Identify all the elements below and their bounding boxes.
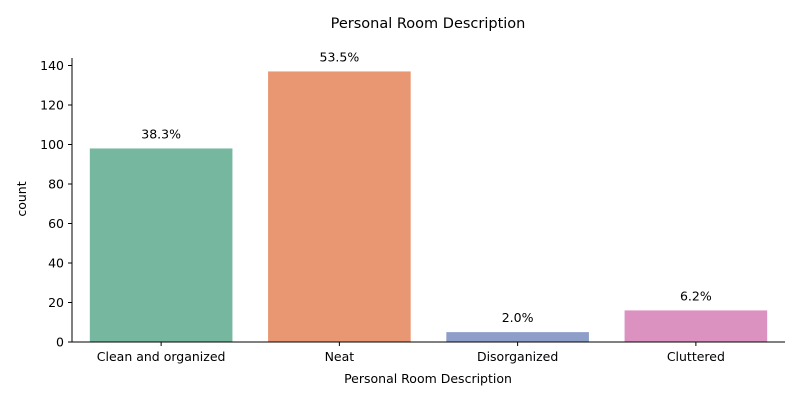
bar-3 xyxy=(624,310,768,342)
y-tick-label-0: 0 xyxy=(56,335,64,350)
x-axis: Clean and organized Neat Disorganized Clutt… xyxy=(72,341,785,364)
x-tick-label-1: Neat xyxy=(325,349,355,364)
data-label-0: 38.3% xyxy=(141,126,181,141)
y-tick-label-2: 40 xyxy=(48,256,64,271)
chart-title: Personal Room Description xyxy=(331,16,526,32)
bars-group xyxy=(89,71,768,343)
x-axis-label: Personal Room Description xyxy=(344,371,512,386)
data-label-1: 53.5% xyxy=(320,49,360,64)
y-tick-label-7: 140 xyxy=(40,58,64,73)
bar-1 xyxy=(268,71,411,343)
y-tick-label-3: 60 xyxy=(48,216,64,231)
x-tick-label-2: Disorganized xyxy=(477,349,558,364)
y-tick-label-4: 80 xyxy=(48,177,64,192)
y-tick-label-1: 20 xyxy=(48,295,64,310)
y-tick-label-5: 100 xyxy=(40,137,64,152)
x-tick-label-3: Cluttered xyxy=(667,349,725,364)
data-label-2: 2.0% xyxy=(502,310,534,325)
data-labels-group: 38.3% 53.5% 2.0% 6.2% xyxy=(141,49,712,325)
y-tick-label-6: 120 xyxy=(40,98,64,113)
bar-0 xyxy=(89,148,233,342)
x-tick-label-0: Clean and organized xyxy=(97,349,226,364)
data-label-3: 6.2% xyxy=(680,288,712,303)
bar-2 xyxy=(446,332,589,342)
y-axis-label: count xyxy=(14,181,29,216)
y-axis: 0 20 40 60 80 100 120 140 xyxy=(40,58,73,350)
